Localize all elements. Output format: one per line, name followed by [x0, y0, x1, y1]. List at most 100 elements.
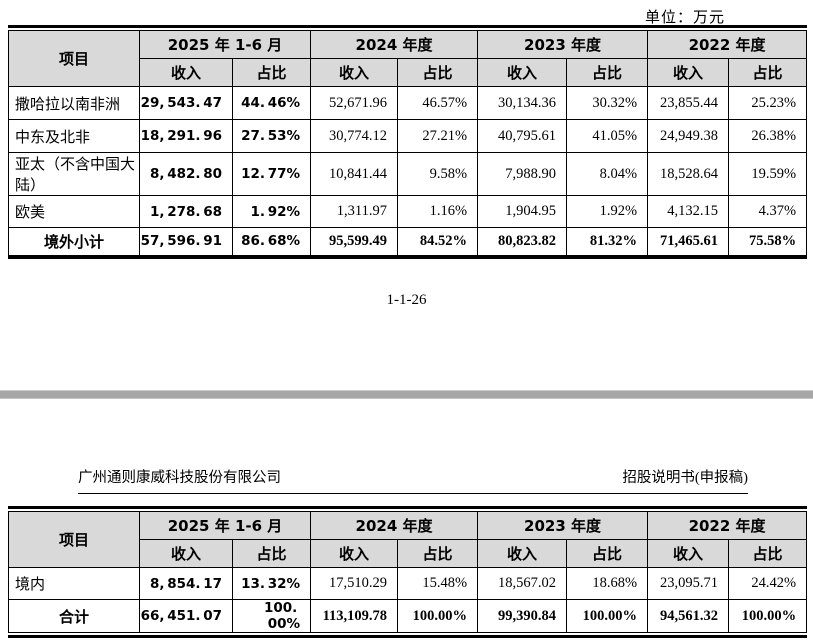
table-row-mena: 中东及北非 18, 291. 96 27. 53% 30,774.12 27.2…: [8, 119, 808, 153]
period-header-2024: 2024 年度: [310, 30, 479, 59]
c-2024-share: 27.21%: [397, 119, 479, 153]
row-label: 亚太（不含中国大陆）: [8, 152, 140, 196]
row-label: 境外小计: [8, 227, 140, 257]
c-2023-income: 7,988.90: [477, 152, 568, 196]
c-2025-income: 18, 291. 96: [139, 119, 233, 153]
income-subheader: 收入: [647, 539, 730, 568]
row-label: 合计: [8, 599, 140, 633]
c-2025-income: 1, 278. 68: [139, 195, 233, 228]
c-2023-share: 18.68%: [566, 567, 649, 600]
income-subheader: 收入: [477, 58, 568, 87]
company-name: 广州通则康威科技股份有限公司: [78, 470, 281, 486]
table-row-sub-saharan-africa: 撒哈拉以南非洲 29, 543. 47 44. 46% 52,671.96 46…: [8, 86, 808, 120]
share-subheader: 占比: [566, 58, 649, 87]
c-2023-share: 100.00%: [566, 599, 649, 633]
share-subheader: 占比: [397, 539, 479, 568]
row-label: 撒哈拉以南非洲: [8, 86, 140, 120]
c-2023-share: 81.32%: [566, 227, 649, 257]
c-2023-share: 41.05%: [566, 119, 649, 153]
share-subheader: 占比: [231, 539, 312, 568]
c-2023-income: 99,390.84: [477, 599, 568, 633]
row-label: 欧美: [8, 195, 140, 228]
c-2025-income: 8, 854. 17: [139, 567, 233, 600]
page-header: 广州通则康威科技股份有限公司 招股说明书(申报稿): [78, 466, 748, 494]
c-2024-income: 113,109.78: [310, 599, 399, 633]
c-2024-income: 30,774.12: [310, 119, 399, 153]
c-2023-share: 8.04%: [566, 152, 649, 196]
c-2022-share: 24.42%: [728, 567, 808, 600]
table-row-apac-ex-mainland-china: 亚太（不含中国大陆） 8, 482. 80 12. 77% 10,841.44 …: [8, 152, 808, 196]
c-2022-income: 71,465.61: [647, 227, 730, 257]
table-header: 项目 2025 年 1-6 月 2024 年度 2023 年度 2022 年度 …: [8, 30, 808, 87]
page-footer-number: 1-1-26: [386, 292, 427, 308]
share-subheader: 占比: [397, 58, 479, 87]
row-label: 中东及北非: [8, 119, 140, 153]
table-header: 项目 2025 年 1-6 月 2024 年度 2023 年度 2022 年度 …: [8, 511, 808, 568]
page-separator: [0, 390, 813, 399]
period-header-2025: 2025 年 1-6 月: [138, 511, 312, 540]
period-header-2025: 2025 年 1-6 月: [138, 30, 312, 59]
c-2025-share: 86. 68%: [231, 227, 312, 257]
share-subheader: 占比: [728, 539, 808, 568]
table-row-overseas-subtotal: 境外小计 57, 596. 91 86. 68% 95,599.49 84.52…: [8, 227, 808, 257]
income-subheader: 收入: [647, 58, 730, 87]
c-2022-income: 24,949.38: [647, 119, 730, 153]
item-column-header: 项目: [8, 511, 140, 568]
period-header-2024: 2024 年度: [310, 511, 479, 540]
c-2024-income: 52,671.96: [310, 86, 399, 120]
c-2024-share: 15.48%: [397, 567, 479, 600]
c-2022-income: 4,132.15: [647, 195, 730, 228]
c-2024-share: 100.00%: [397, 599, 479, 633]
table-row-domestic: 境内 8, 854. 17 13. 32% 17,510.29 15.48% 1…: [8, 567, 808, 600]
c-2024-income: 95,599.49: [310, 227, 399, 257]
table-row-grand-total: 合计 66, 451. 07 100. 00% 113,109.78 100.0…: [8, 599, 808, 633]
c-2025-income: 29, 543. 47: [139, 86, 233, 120]
c-2022-income: 23,855.44: [647, 86, 730, 120]
c-2025-share: 27. 53%: [231, 119, 312, 153]
c-2025-income: 8, 482. 80: [139, 152, 233, 196]
c-2025-share: 13. 32%: [231, 567, 312, 600]
period-header-2023: 2023 年度: [477, 511, 649, 540]
share-subheader: 占比: [728, 58, 808, 87]
c-2023-income: 30,134.36: [477, 86, 568, 120]
c-2022-income: 18,528.64: [647, 152, 730, 196]
period-header-2023: 2023 年度: [477, 30, 649, 59]
c-2023-income: 80,823.82: [477, 227, 568, 257]
c-2022-income: 94,561.32: [647, 599, 730, 633]
c-2023-share: 1.92%: [566, 195, 649, 228]
c-2023-share: 30.32%: [566, 86, 649, 120]
period-header-2022: 2022 年度: [647, 30, 808, 59]
share-subheader: 占比: [566, 539, 649, 568]
c-2024-income: 10,841.44: [310, 152, 399, 196]
c-2025-income: 57, 596. 91: [139, 227, 233, 257]
row-label: 境内: [8, 567, 140, 600]
overseas-revenue-table: 项目 2025 年 1-6 月 2024 年度 2023 年度 2022 年度 …: [8, 25, 808, 259]
c-2023-income: 18,567.02: [477, 567, 568, 600]
document-title: 招股说明书(申报稿): [622, 470, 748, 486]
c-2022-share: 19.59%: [728, 152, 808, 196]
period-header-2022: 2022 年度: [647, 511, 808, 540]
c-2022-share: 25.23%: [728, 86, 808, 120]
c-2023-income: 1,904.95: [477, 195, 568, 228]
c-2025-share: 1. 92%: [231, 195, 312, 228]
c-2025-share: 100. 00%: [231, 599, 312, 633]
income-subheader: 收入: [139, 58, 233, 87]
c-2024-share: 84.52%: [397, 227, 479, 257]
c-2025-share: 12. 77%: [231, 152, 312, 196]
share-subheader: 占比: [231, 58, 312, 87]
c-2022-income: 23,095.71: [647, 567, 730, 600]
c-2024-share: 9.58%: [397, 152, 479, 196]
c-2025-income: 66, 451. 07: [139, 599, 233, 633]
c-2022-share: 100.00%: [728, 599, 808, 633]
income-subheader: 收入: [139, 539, 233, 568]
c-2022-share: 4.37%: [728, 195, 808, 228]
table-row-europe-america: 欧美 1, 278. 68 1. 92% 1,311.97 1.16% 1,90…: [8, 195, 808, 228]
domestic-total-revenue-table: 项目 2025 年 1-6 月 2024 年度 2023 年度 2022 年度 …: [8, 506, 808, 638]
unit-label: 单位：万元: [644, 10, 725, 26]
c-2024-income: 17,510.29: [310, 567, 399, 600]
c-2025-share: 44. 46%: [231, 86, 312, 120]
c-2022-share: 75.58%: [728, 227, 808, 257]
income-subheader: 收入: [310, 539, 399, 568]
c-2024-share: 1.16%: [397, 195, 479, 228]
